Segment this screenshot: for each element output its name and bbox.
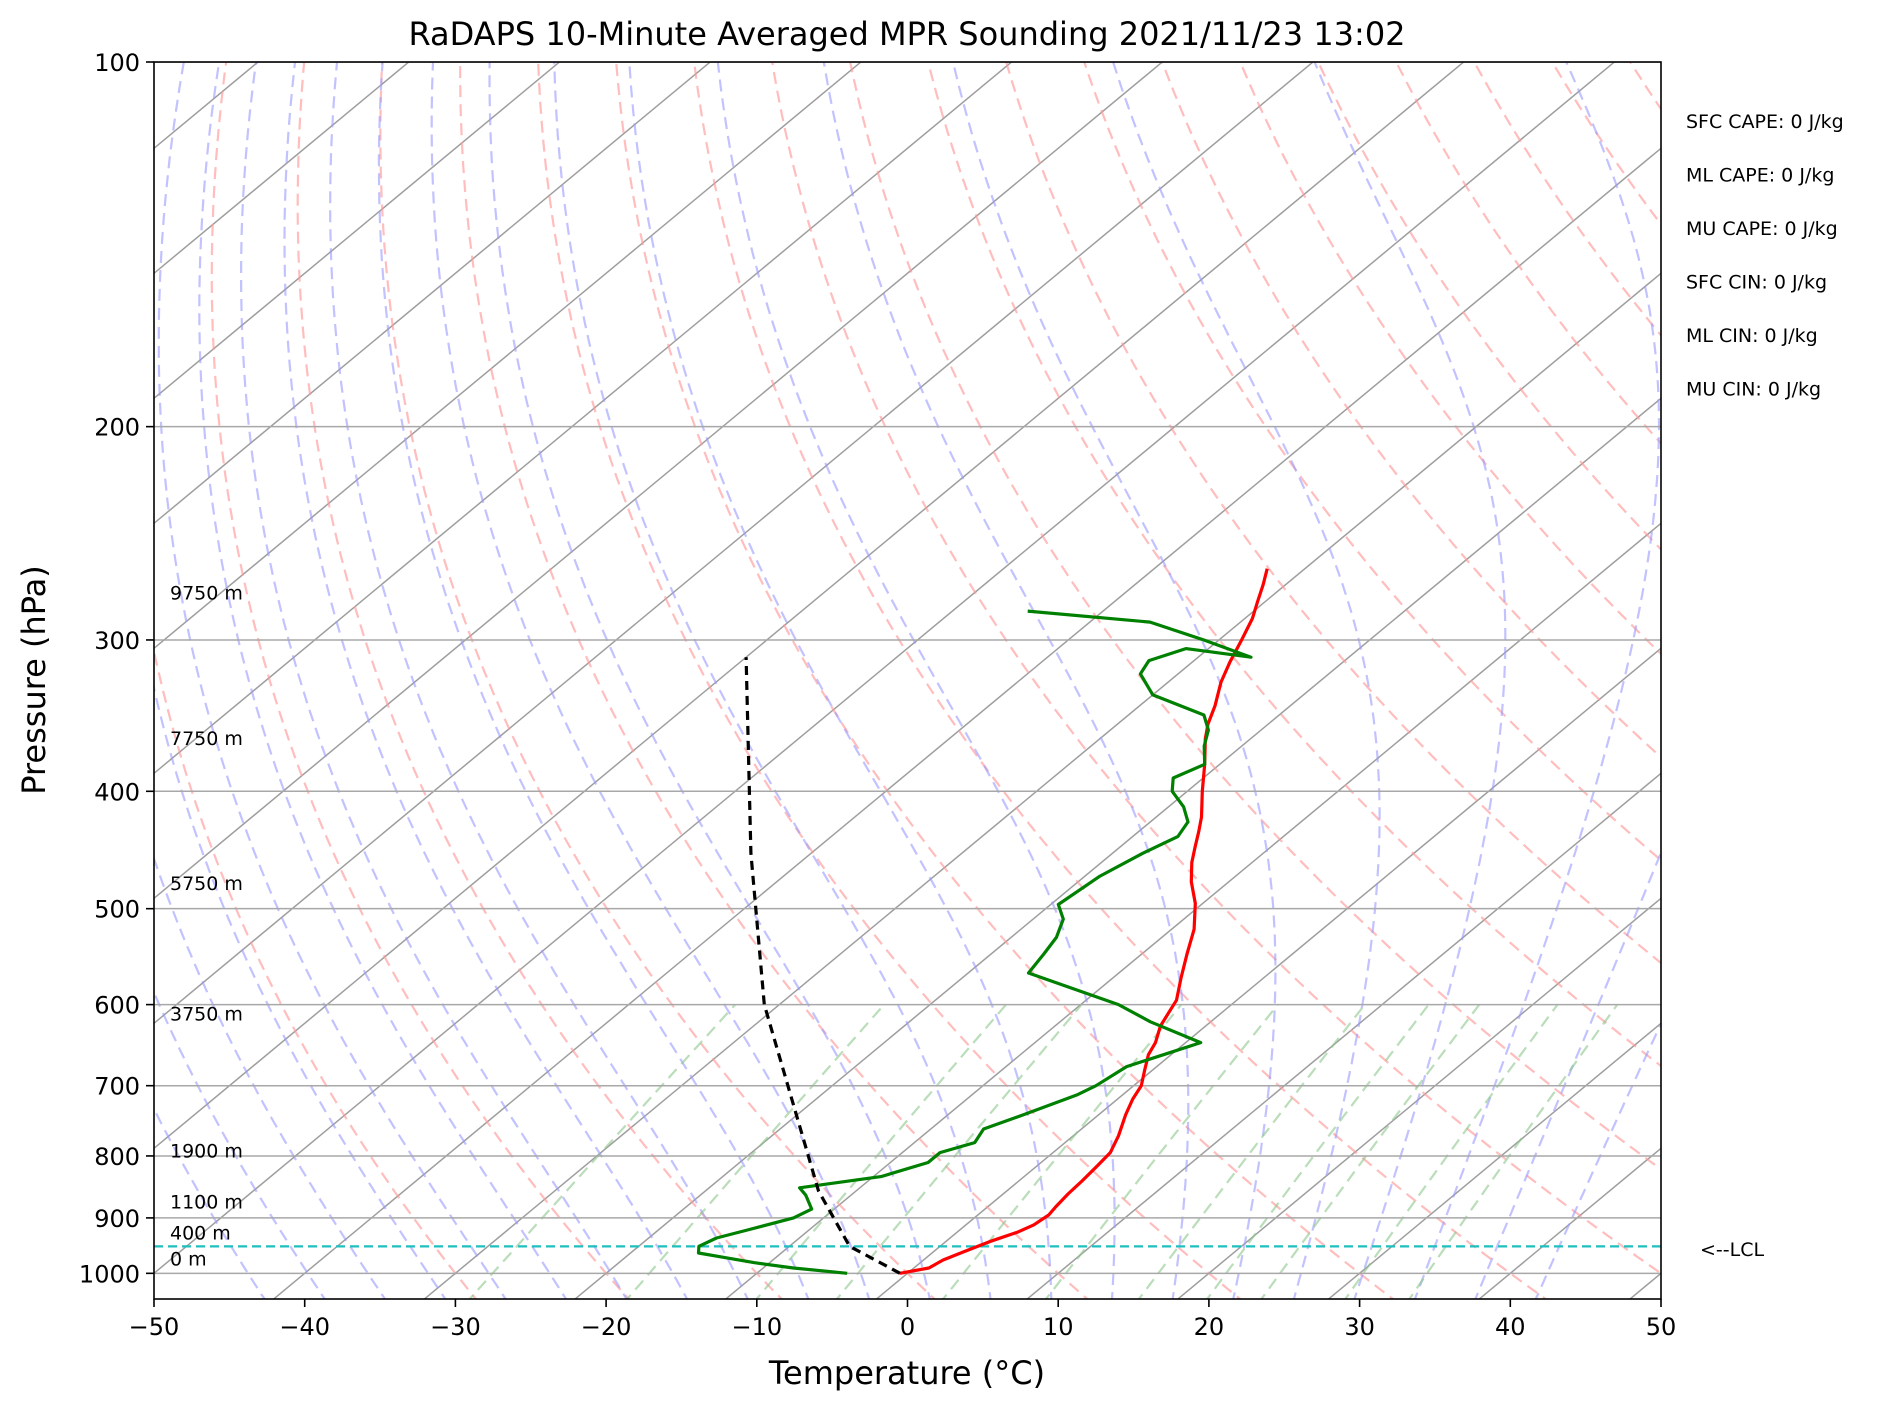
x-axis: −50 −40 −30 −20 −10 0 10 20 30 40 50 [129, 1299, 1677, 1341]
index-label: SFC CAPE: 0 J/kg [1686, 111, 1844, 133]
isotherm [1026, 772, 1661, 1299]
chart-title: RaDAPS 10-Minute Averaged MPR Sounding 2… [408, 15, 1405, 53]
stability-indices: SFC CAPE: 0 J/kg ML CAPE: 0 J/kg MU CAPE: … [1686, 111, 1844, 401]
moist-adiabat [1112, 62, 1381, 1299]
dry-adiabat [771, 62, 1661, 1275]
dry-adiabat [1161, 62, 1661, 759]
isotherm [1327, 1022, 1661, 1299]
y-tick-label: 1000 [79, 1260, 140, 1288]
lcl-label: <--LCL [1700, 1239, 1764, 1261]
mixing-ratio-line [1137, 1003, 1366, 1299]
height-label: 9750 m [170, 582, 243, 604]
isotherm [154, 62, 712, 525]
isotherm [573, 397, 1661, 1299]
x-tick-label: −40 [279, 1313, 330, 1341]
profile-series-2 [744, 657, 901, 1275]
isotherm [272, 147, 1661, 1299]
dry-adiabat [537, 62, 1242, 1299]
moist-adiabat [1474, 849, 1661, 1299]
height-label: 5750 m [170, 873, 243, 895]
isotherm [154, 62, 863, 650]
isotherm [1176, 897, 1661, 1299]
mixing-ratio-line [468, 1003, 737, 1299]
isotherm [154, 62, 1013, 775]
y-tick-label: 400 [94, 778, 140, 806]
y-tick-label: 200 [94, 414, 140, 442]
dry-adiabat [1005, 62, 1661, 965]
height-label: 0 m [170, 1248, 207, 1270]
profile-lines [696, 568, 1269, 1275]
y-axis: 100 200 300 400 500 600 700 800 900 1000 [79, 49, 154, 1288]
moist-adiabat [1313, 62, 1507, 1299]
moist-adiabat [430, 62, 871, 1299]
isotherm [875, 647, 1661, 1299]
dry-adiabat [379, 62, 937, 1299]
dry-adiabat [210, 62, 631, 1299]
height-label: 7750 m [170, 728, 243, 750]
mixing-ratio-line [1205, 1003, 1430, 1299]
x-tick-label: −50 [129, 1313, 180, 1341]
mixing-ratio-line [1260, 1003, 1481, 1299]
height-label: 3750 m [170, 1004, 243, 1026]
x-tick-label: −30 [430, 1313, 481, 1341]
mixing-ratio-line [1343, 1003, 1559, 1299]
isotherm [724, 522, 1661, 1299]
y-tick-label: 800 [94, 1143, 140, 1171]
y-axis-label: Pressure (hPa) [15, 565, 53, 795]
dry-adiabat [1317, 62, 1661, 551]
index-label: MU CIN: 0 J/kg [1686, 379, 1821, 401]
isotherm [154, 62, 1164, 900]
y-tick-label: 600 [94, 992, 140, 1020]
isotherm [154, 62, 1315, 1025]
y-tick-label: 300 [94, 627, 140, 655]
dry-adiabat [1472, 62, 1661, 338]
x-tick-label: 0 [900, 1313, 915, 1341]
y-tick-label: 100 [94, 49, 140, 77]
dry-adiabat [154, 646, 478, 1299]
x-tick-label: −10 [731, 1313, 782, 1341]
y-tick-label: 900 [94, 1205, 140, 1233]
moist-adiabat [377, 62, 810, 1299]
y-tick-label: 500 [94, 896, 140, 924]
height-label: 1100 m [170, 1192, 243, 1214]
mixing-ratio-line [1044, 1003, 1279, 1299]
isotherm [154, 62, 561, 400]
mixing-ratio-line [625, 1003, 885, 1299]
isotherm [154, 62, 410, 275]
x-axis-label: Temperature (°C) [768, 1354, 1045, 1392]
index-label: ML CIN: 0 J/kg [1686, 325, 1818, 347]
x-tick-label: 50 [1646, 1313, 1677, 1341]
height-labels: 9750 m 7750 m 5750 m 3750 m 1900 m 1100 m 400 … [170, 582, 243, 1270]
mixing-ratio-line [835, 1003, 1083, 1299]
index-label: MU CAPE: 0 J/kg [1686, 218, 1838, 240]
mixing-ratio-line [1408, 1003, 1619, 1299]
x-tick-label: −20 [581, 1313, 632, 1341]
dry-adiabat [1394, 62, 1661, 446]
x-tick-label: 20 [1194, 1313, 1225, 1341]
dry-adiabat [927, 62, 1661, 1068]
x-tick-label: 40 [1495, 1313, 1526, 1341]
moist-adiabat [488, 62, 931, 1299]
isotherm [423, 272, 1661, 1299]
isotherm [154, 62, 1465, 1150]
profile-series-1 [696, 609, 1253, 1275]
profile-series-0 [899, 568, 1269, 1275]
dry-adiabat [1083, 62, 1661, 862]
mixing-ratio-line [755, 1003, 1007, 1299]
dry-adiabat [693, 62, 1548, 1299]
y-tick-label: 700 [94, 1073, 140, 1101]
index-label: SFC CIN: 0 J/kg [1686, 272, 1827, 294]
index-label: ML CAPE: 0 J/kg [1686, 165, 1834, 187]
height-label: 400 m [170, 1222, 231, 1244]
height-label: 1900 m [170, 1141, 243, 1163]
dry-adiabat [615, 62, 1395, 1299]
x-tick-label: 30 [1344, 1313, 1375, 1341]
x-tick-label: 10 [1043, 1313, 1074, 1341]
dry-adiabat [296, 62, 784, 1299]
